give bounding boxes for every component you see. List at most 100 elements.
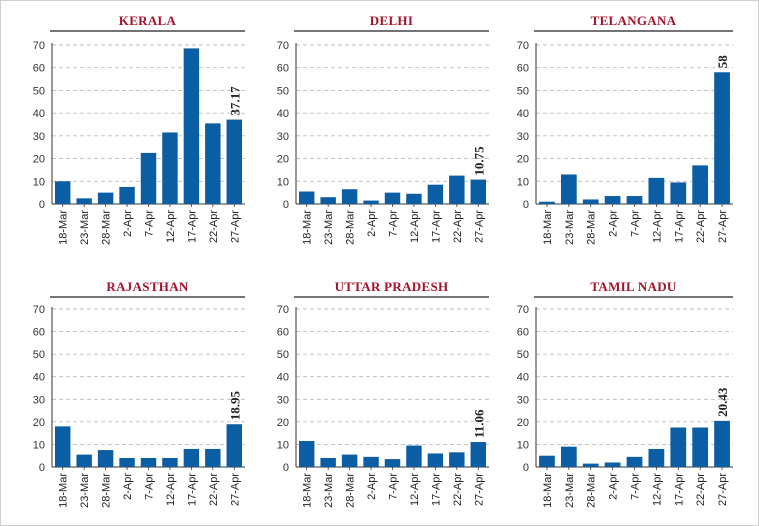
chart-title: KERALA <box>119 13 177 28</box>
x-tick-label: 2-Apr <box>366 473 378 500</box>
chart-uttar-pradesh: UTTAR PRADESH 0 10 20 30 40 50 60 70 18-Mar 23-Mar… <box>277 279 489 508</box>
data-label: 37.17 <box>227 86 242 116</box>
y-tick-label: 10 <box>33 176 45 188</box>
x-tick-label: 2-Apr <box>122 473 134 500</box>
bar-2-Apr <box>363 456 379 467</box>
bar-28-Mar <box>582 199 599 204</box>
bar-27-Apr <box>470 179 486 204</box>
x-tick-label: 23-Mar <box>79 473 91 508</box>
bar-18-Mar <box>539 455 555 467</box>
x-tick-label: 28-Mar <box>345 473 357 508</box>
bar-22-Apr <box>449 452 465 467</box>
y-tick-label: 30 <box>33 131 45 143</box>
x-tick-label: 12-Apr <box>651 210 663 243</box>
x-tick-label: 2-Apr <box>608 473 620 500</box>
data-label: 11.06 <box>471 409 486 438</box>
bar-7-Apr <box>140 457 157 467</box>
chart-tamil-nadu: TAMIL NADU 0 10 20 30 40 50 60 70 18-Mar 23-Mar 28-… <box>517 279 733 508</box>
y-tick-label: 30 <box>277 394 289 406</box>
chart-title: UTTAR PRADESH <box>335 279 449 294</box>
y-tick-label: 70 <box>277 304 289 316</box>
y-tick-label: 40 <box>277 372 289 384</box>
x-tick-label: 17-Apr <box>673 210 685 243</box>
y-tick-label: 10 <box>517 439 529 451</box>
x-tick-label: 12-Apr <box>165 473 177 506</box>
y-tick-label: 50 <box>33 349 45 361</box>
x-tick-label: 28-Mar <box>586 210 598 245</box>
bar-7-Apr <box>140 152 157 204</box>
bar-17-Apr <box>183 448 200 467</box>
y-tick-label: 40 <box>517 108 529 120</box>
y-tick-label: 30 <box>517 394 529 406</box>
bar-12-Apr <box>406 193 422 204</box>
x-tick-label: 12-Apr <box>651 473 663 506</box>
y-tick-label: 40 <box>277 108 289 120</box>
x-tick-label: 28-Mar <box>586 473 598 508</box>
chart-rajasthan: RAJASTHAN 0 10 20 30 40 50 60 70 18-Mar 23-Mar 28-M… <box>33 279 245 508</box>
bar-18-Mar <box>539 201 555 204</box>
x-tick-label: 18-Mar <box>58 473 70 508</box>
bar-17-Apr <box>670 182 687 204</box>
data-label: 18.95 <box>227 390 242 420</box>
bar-23-Mar <box>320 197 336 204</box>
y-tick-label: 10 <box>277 176 289 188</box>
y-tick-label: 0 <box>39 462 45 474</box>
x-tick-label: 22-Apr <box>208 473 220 506</box>
chart-title: DELHI <box>370 13 413 28</box>
x-tick-label: 27-Apr <box>717 473 729 506</box>
y-tick-label: 70 <box>33 304 45 316</box>
x-tick-label: 22-Apr <box>452 473 464 506</box>
bar-28-Mar <box>582 463 599 467</box>
bar-2-Apr <box>604 462 621 467</box>
y-tick-label: 30 <box>277 131 289 143</box>
chart-telangana: TELANGANA 0 10 20 30 40 50 60 70 18-Mar 23-Mar 28-M… <box>517 13 733 245</box>
x-tick-label: 7-Apr <box>630 210 642 237</box>
y-tick-label: 0 <box>283 199 289 211</box>
bar-18-Mar <box>299 441 315 467</box>
x-tick-label: 7-Apr <box>388 210 400 237</box>
bar-2-Apr <box>604 196 621 204</box>
x-tick-label: 27-Apr <box>229 210 241 243</box>
x-tick-label: 22-Apr <box>695 473 707 506</box>
y-tick-label: 20 <box>33 417 45 429</box>
bar-28-Mar <box>97 192 114 204</box>
y-tick-label: 70 <box>33 40 45 52</box>
bar-28-Mar <box>341 454 358 467</box>
x-tick-label: 22-Apr <box>208 210 220 243</box>
bar-2-Apr <box>119 186 135 204</box>
bar-28-Mar <box>341 189 358 204</box>
y-tick-label: 20 <box>33 154 45 166</box>
y-tick-label: 30 <box>517 131 529 143</box>
x-tick-label: 17-Apr <box>430 210 442 243</box>
bar-2-Apr <box>119 457 135 467</box>
y-tick-label: 20 <box>517 417 529 429</box>
bar-12-Apr <box>406 445 422 467</box>
bar-22-Apr <box>692 427 709 467</box>
bar-27-Apr <box>470 442 486 467</box>
y-tick-label: 50 <box>277 349 289 361</box>
x-tick-label: 28-Mar <box>345 210 357 245</box>
x-tick-label: 18-Mar <box>58 210 70 245</box>
bar-28-Mar <box>97 450 114 467</box>
y-tick-label: 20 <box>277 154 289 166</box>
bar-27-Apr <box>226 119 242 204</box>
chart-kerala: KERALA 0 10 20 30 40 50 60 70 18-Mar 23-Mar 28-Mar 2… <box>33 13 245 245</box>
x-tick-label: 22-Apr <box>452 210 464 243</box>
x-tick-label: 22-Apr <box>695 210 707 243</box>
x-tick-label: 7-Apr <box>144 473 156 500</box>
y-tick-label: 10 <box>517 176 529 188</box>
x-tick-label: 2-Apr <box>122 210 134 237</box>
x-tick-label: 23-Mar <box>79 210 91 245</box>
y-tick-label: 10 <box>277 439 289 451</box>
bar-12-Apr <box>648 448 665 467</box>
x-tick-label: 27-Apr <box>473 473 485 506</box>
y-tick-label: 50 <box>517 85 529 97</box>
x-tick-label: 17-Apr <box>430 473 442 506</box>
y-tick-label: 60 <box>517 63 529 75</box>
x-tick-label: 28-Mar <box>101 210 113 245</box>
data-label: 20.43 <box>715 387 730 417</box>
bar-7-Apr <box>626 456 643 467</box>
